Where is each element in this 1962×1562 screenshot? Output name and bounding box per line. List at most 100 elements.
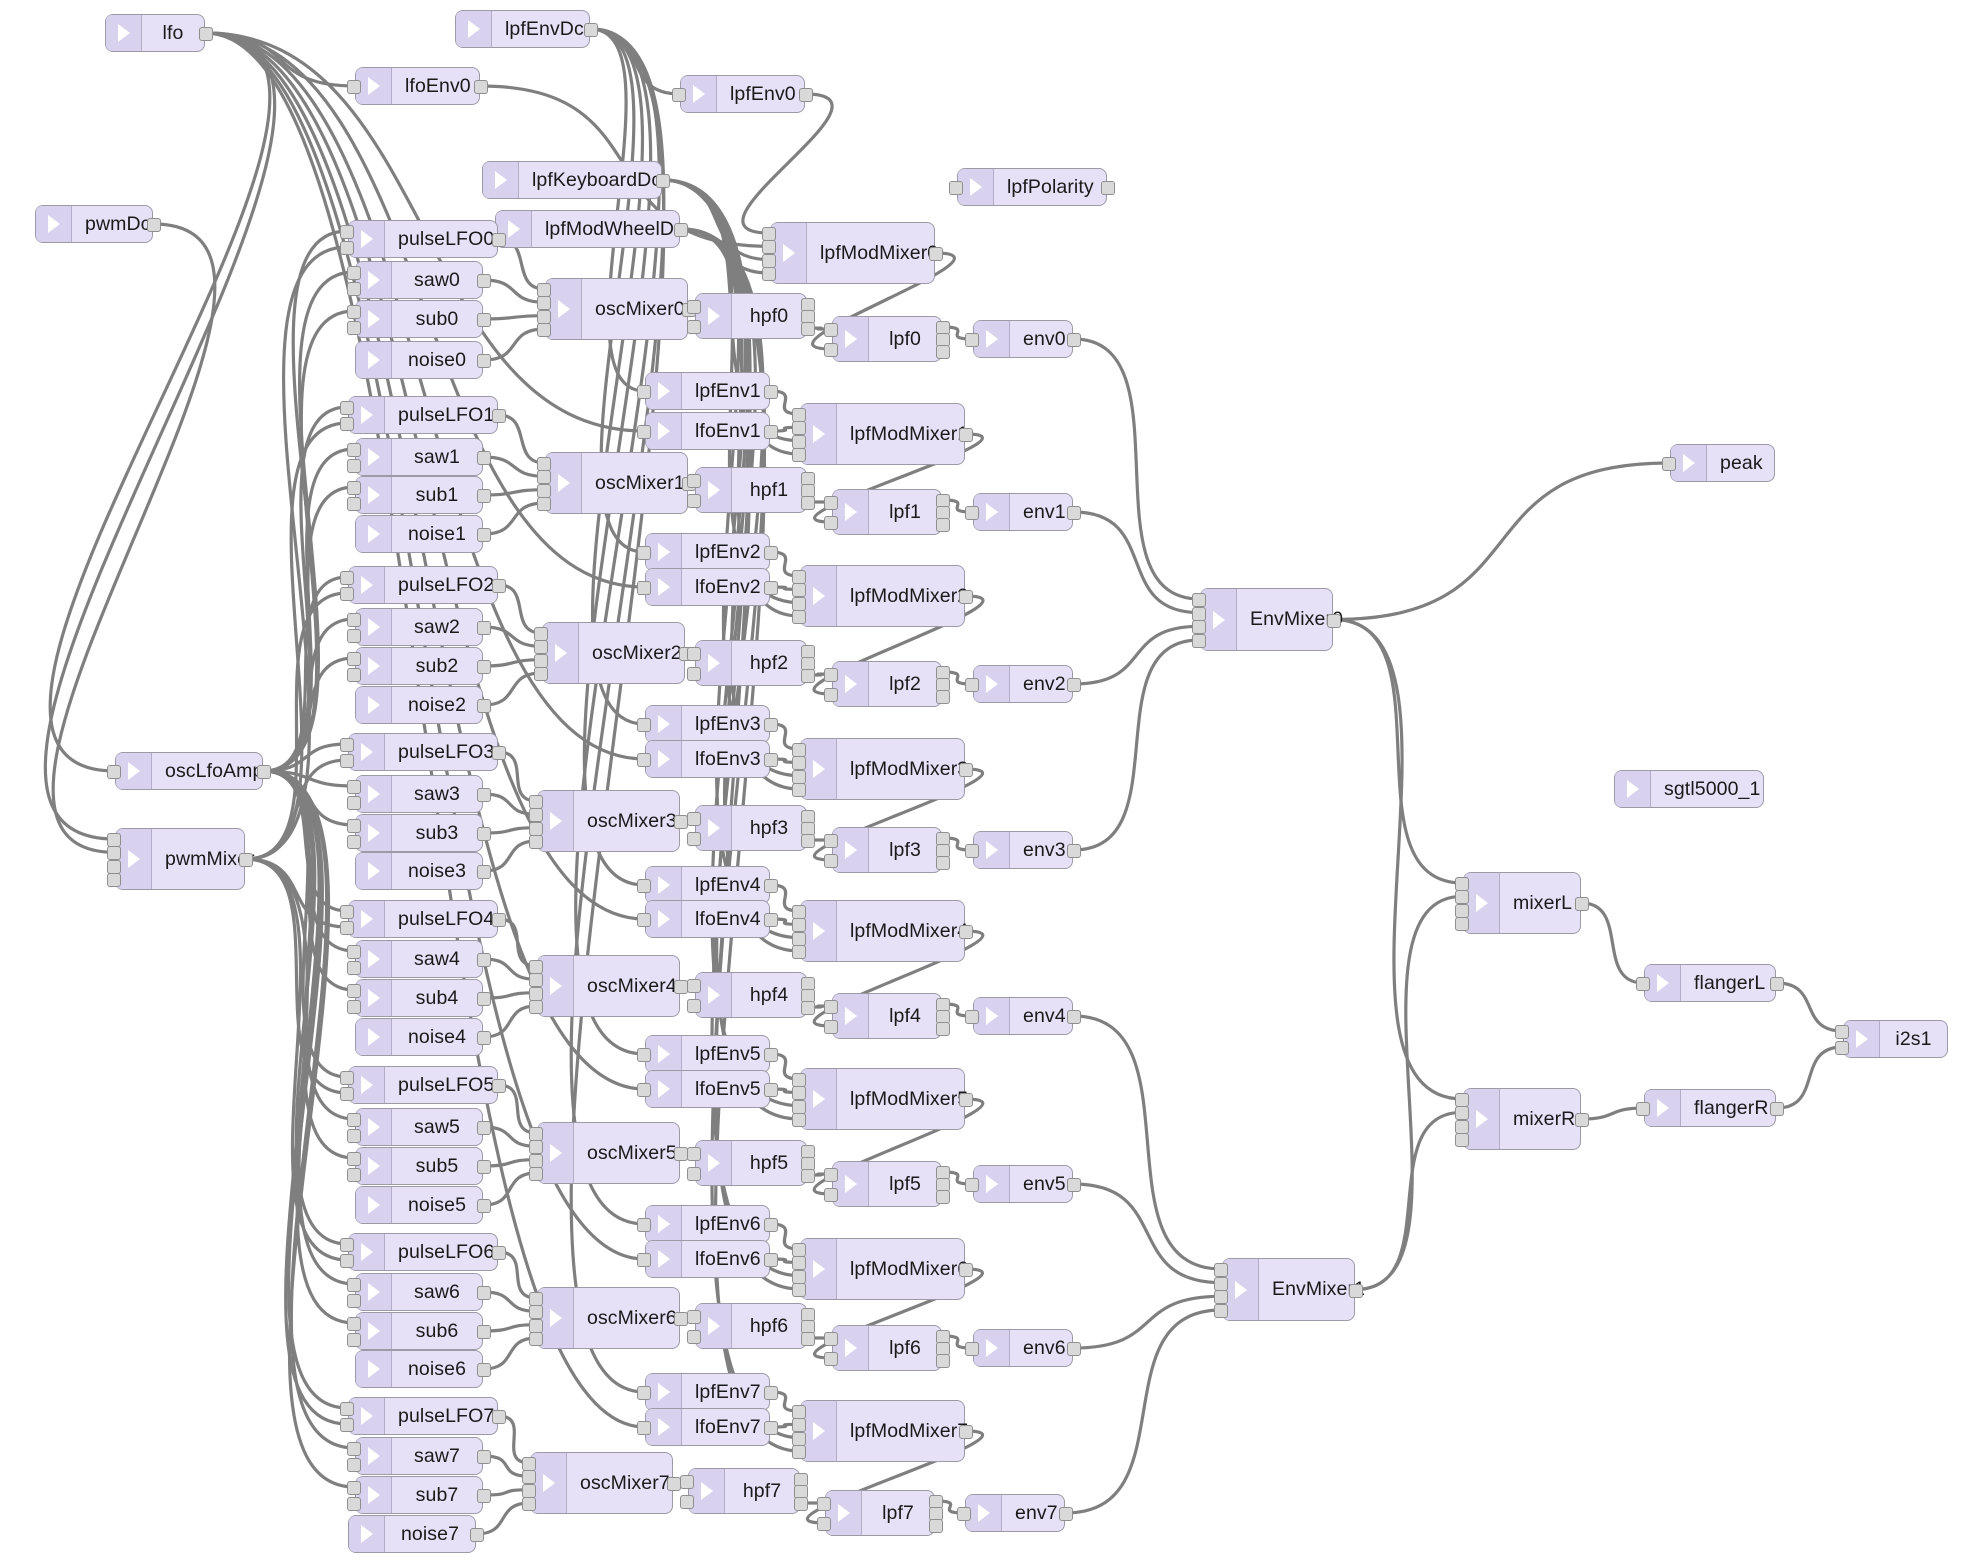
output-port-lpf0-2[interactable] — [936, 345, 950, 359]
output-port-lpfModWheelDc-0[interactable] — [674, 223, 688, 237]
node-env0[interactable]: env0 — [965, 320, 1081, 358]
output-port-lpfModMixer2-0[interactable] — [959, 590, 973, 604]
input-port-saw0-1[interactable] — [347, 282, 361, 296]
output-port-oscMixer7-0[interactable] — [667, 1477, 681, 1491]
input-port-lpfEnv7-0[interactable] — [637, 1386, 651, 1400]
input-port-lpf7-0[interactable] — [817, 1497, 831, 1511]
output-port-hpf7-2[interactable] — [794, 1497, 808, 1511]
node-pulseLFO3[interactable]: pulseLFO3 — [340, 733, 506, 771]
node-lpf2[interactable]: lpf2 — [824, 661, 950, 707]
input-port-oscMixer5-2[interactable] — [529, 1153, 543, 1168]
node-lpfEnvDc[interactable]: lpfEnvDc — [455, 10, 598, 48]
input-port-sub3-0[interactable] — [347, 819, 361, 833]
input-port-lpfModMixer0-1[interactable] — [762, 240, 776, 255]
input-port-lpfEnv2-0[interactable] — [637, 546, 651, 560]
input-port-saw2-0[interactable] — [347, 613, 361, 627]
input-port-hpf2-1[interactable] — [687, 667, 701, 681]
input-port-env3-0[interactable] — [965, 844, 979, 858]
output-port-lpfModMixer5-0[interactable] — [959, 1093, 973, 1107]
input-port-hpf3-0[interactable] — [687, 812, 701, 826]
input-port-flangerL-0[interactable] — [1636, 977, 1650, 991]
input-port-lpfModMixer5-2[interactable] — [792, 1099, 806, 1114]
input-port-oscMixer1-2[interactable] — [537, 483, 551, 498]
input-port-pulseLFO0-1[interactable] — [340, 241, 354, 255]
node-lpfKeyboardDc[interactable]: lpfKeyboardDc — [482, 161, 670, 199]
node-noise3[interactable]: noise3 — [355, 852, 491, 890]
input-port-oscMixer4-0[interactable] — [529, 960, 543, 974]
input-port-sub0-1[interactable] — [347, 321, 361, 335]
node-pulseLFO0[interactable]: pulseLFO0 — [340, 220, 506, 258]
output-port-lfoEnv6-0[interactable] — [764, 1253, 778, 1267]
node-lpf6[interactable]: lpf6 — [824, 1325, 950, 1371]
node-mixerR[interactable]: mixerR — [1455, 1088, 1589, 1150]
input-port-oscMixer0-2[interactable] — [537, 309, 551, 324]
node-saw2[interactable]: saw2 — [347, 608, 491, 646]
output-port-oscLfoAmp-0[interactable] — [257, 765, 271, 779]
node-hpf5[interactable]: hpf5 — [687, 1140, 815, 1186]
input-port-hpf1-1[interactable] — [687, 494, 701, 508]
output-port-lpfPolarity-0[interactable] — [1101, 181, 1115, 195]
output-port-lpf7-2[interactable] — [929, 1519, 943, 1533]
output-port-saw0-0[interactable] — [477, 274, 491, 288]
input-port-saw4-1[interactable] — [347, 961, 361, 975]
output-port-EnvMixer0-0[interactable] — [1327, 613, 1341, 628]
input-port-mixerL-1[interactable] — [1455, 890, 1469, 905]
input-port-oscMixer2-2[interactable] — [534, 653, 548, 668]
input-port-saw4-0[interactable] — [347, 945, 361, 959]
input-port-lpfEnv6-0[interactable] — [637, 1218, 651, 1232]
output-port-lfo-0[interactable] — [199, 27, 213, 41]
input-port-oscMixer5-1[interactable] — [529, 1140, 543, 1155]
node-sub7[interactable]: sub7 — [347, 1476, 491, 1514]
input-port-lpfModMixer1-2[interactable] — [792, 434, 806, 449]
output-port-noise0-0[interactable] — [477, 354, 491, 368]
input-port-lpfModMixer7-1[interactable] — [792, 1418, 806, 1433]
node-oscMixer7[interactable]: oscMixer7 — [522, 1452, 681, 1514]
output-port-oscMixer3-0[interactable] — [674, 815, 688, 829]
input-port-pulseLFO3-0[interactable] — [340, 738, 354, 752]
output-port-sub4-0[interactable] — [477, 992, 491, 1006]
input-port-env5-0[interactable] — [965, 1178, 979, 1192]
input-port-EnvMixer1-2[interactable] — [1214, 1290, 1228, 1305]
node-lpfPolarity[interactable]: lpfPolarity — [949, 168, 1115, 206]
node-EnvMixer0[interactable]: EnvMixer0 — [1192, 588, 1343, 651]
input-port-lpfModMixer0-0[interactable] — [762, 227, 776, 241]
output-port-pulseLFO1-0[interactable] — [492, 409, 506, 423]
input-port-pulseLFO2-1[interactable] — [340, 587, 354, 601]
input-port-saw5-1[interactable] — [347, 1129, 361, 1143]
input-port-saw1-1[interactable] — [347, 459, 361, 473]
input-port-sub4-0[interactable] — [347, 984, 361, 998]
input-port-lpf2-1[interactable] — [824, 688, 838, 702]
node-lpfModMixer7[interactable]: lpfModMixer7 — [792, 1400, 973, 1462]
output-port-lpfModMixer3-0[interactable] — [959, 763, 973, 777]
output-port-lpf6-2[interactable] — [936, 1354, 950, 1368]
output-port-lfoEnv2-0[interactable] — [764, 581, 778, 595]
input-port-EnvMixer1-1[interactable] — [1214, 1276, 1228, 1291]
node-lpfModWheelDc[interactable]: lpfModWheelDc — [495, 210, 688, 248]
node-noise0[interactable]: noise0 — [355, 341, 491, 379]
input-port-peak-0[interactable] — [1662, 457, 1676, 471]
input-port-mixerR-0[interactable] — [1455, 1093, 1469, 1107]
input-port-saw3-0[interactable] — [347, 780, 361, 794]
input-port-sub4-1[interactable] — [347, 1000, 361, 1014]
node-oscMixer4[interactable]: oscMixer4 — [529, 955, 688, 1017]
node-lfoEnv1[interactable]: lfoEnv1 — [637, 412, 778, 450]
output-port-sub7-0[interactable] — [477, 1489, 491, 1503]
input-port-lpfModMixer2-1[interactable] — [792, 583, 806, 598]
input-port-pulseLFO4-1[interactable] — [340, 921, 354, 935]
node-sub0[interactable]: sub0 — [347, 300, 491, 338]
node-lpfEnv4[interactable]: lpfEnv4 — [637, 866, 778, 904]
output-port-lfoEnv5-0[interactable] — [764, 1083, 778, 1097]
output-port-lpfEnv7-0[interactable] — [764, 1386, 778, 1400]
input-port-saw5-0[interactable] — [347, 1113, 361, 1127]
output-port-lpfModMixer7-0[interactable] — [959, 1425, 973, 1439]
input-port-sub1-0[interactable] — [347, 481, 361, 495]
input-port-sub5-0[interactable] — [347, 1152, 361, 1166]
node-saw0[interactable]: saw0 — [347, 261, 491, 299]
input-port-oscMixer6-3[interactable] — [529, 1332, 543, 1346]
input-port-hpf3-1[interactable] — [687, 832, 701, 846]
input-port-saw7-1[interactable] — [347, 1458, 361, 1472]
input-port-lfoEnv3-0[interactable] — [637, 753, 651, 767]
output-port-lpfEnv6-0[interactable] — [764, 1218, 778, 1232]
input-port-mixerR-2[interactable] — [1455, 1119, 1469, 1134]
output-port-noise2-0[interactable] — [477, 699, 491, 713]
